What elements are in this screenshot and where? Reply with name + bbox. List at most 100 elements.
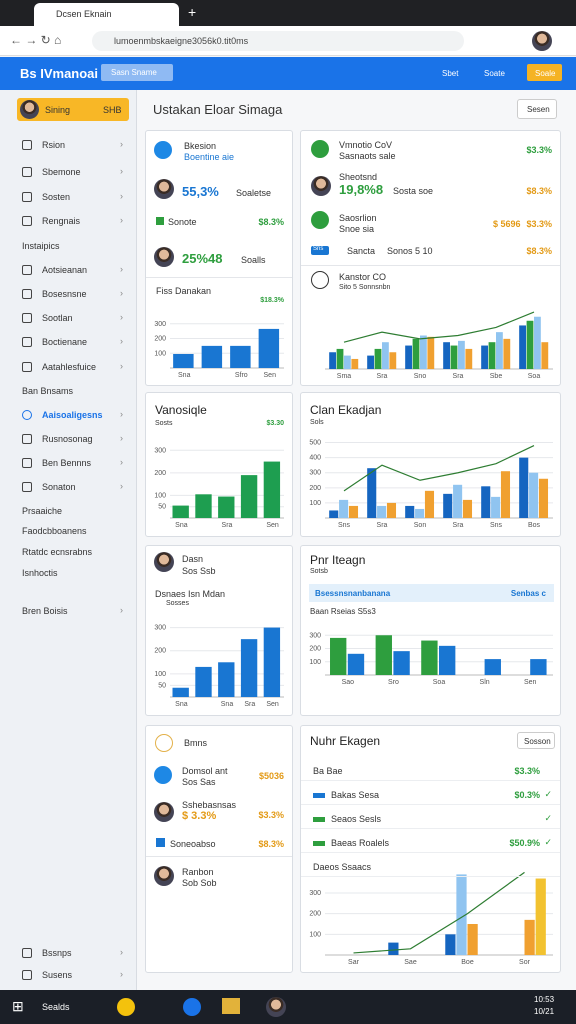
- nav-item[interactable]: Aotsieanan: [42, 265, 88, 275]
- row-value: $3.3%: [526, 219, 552, 229]
- y-tick-label: 300: [309, 470, 321, 477]
- user-pill[interactable]: Sining SHB: [17, 98, 129, 121]
- search-text: Sasn Sname: [111, 68, 157, 77]
- bar: [488, 342, 496, 369]
- nav-item[interactable]: Boctienane: [42, 337, 88, 347]
- start[interactable]: ⊞: [12, 998, 24, 1014]
- taskbar-search[interactable]: Sealds: [42, 1002, 70, 1012]
- bar: [405, 345, 412, 369]
- nav-item[interactable]: Rengnais: [42, 216, 81, 226]
- page-button[interactable]: Sesen: [517, 99, 557, 119]
- nav-item[interactable]: Ben Bennns: [42, 458, 92, 468]
- bar: [195, 494, 212, 518]
- nav-item[interactable]: Sosten: [42, 192, 71, 202]
- y-tick-label: 300: [309, 890, 321, 897]
- nav-item[interactable]: Rtatdc ecnsrabns: [22, 547, 93, 557]
- x-tick-label: Bos: [528, 522, 541, 529]
- nav-buttons[interactable]: ← → ↻ ⌂: [10, 33, 62, 47]
- bar: [420, 335, 427, 369]
- bar: [344, 355, 351, 369]
- nav-item[interactable]: Instaipics: [22, 241, 60, 251]
- chart-sub: Sosts: [155, 420, 173, 427]
- x-tick-label: Sae: [404, 959, 417, 966]
- nav-item[interactable]: Prsaaiche: [22, 506, 63, 516]
- header-button[interactable]: Soale: [527, 64, 562, 81]
- chart-sub: Sito 5 Sonnsnbn: [339, 284, 391, 291]
- header-action[interactable]: Soate: [484, 69, 505, 78]
- bar: [535, 878, 546, 955]
- nav-item[interactable]: Sonaton: [42, 482, 76, 492]
- bar: [443, 493, 453, 518]
- chart-title: Dsnaes Isn Mdan: [155, 589, 226, 599]
- bar: [519, 325, 526, 369]
- bar: [526, 320, 534, 369]
- header-action[interactable]: Sbet: [442, 69, 459, 78]
- y-tick-label: 100: [309, 931, 321, 938]
- chart-sub: Sols: [310, 419, 324, 426]
- chart: 100 200 300 Sar Sae Boe Sor: [309, 871, 553, 966]
- nav-item[interactable]: Sbemone: [42, 167, 81, 177]
- chart: 50 100 200 300 Sna Sra Sen: [154, 447, 284, 529]
- x-tick-label: Sro: [388, 679, 399, 686]
- nav-item[interactable]: Bren Boisis: [22, 606, 68, 616]
- card-sub: Boentine aie: [184, 152, 235, 162]
- row-title: Vmnotio CoV: [339, 140, 393, 150]
- app-icon[interactable]: [222, 998, 240, 1014]
- bar: [347, 653, 365, 675]
- chevron: ›: [120, 166, 123, 176]
- nav-item[interactable]: Aatahlesfuice: [42, 362, 97, 372]
- x-tick-label: Sra: [377, 373, 388, 380]
- bar: [374, 348, 382, 369]
- banner-value: Senbas c: [510, 589, 546, 598]
- nav-item[interactable]: Bosesnsne: [42, 289, 87, 299]
- row-value: $0.3%: [514, 790, 540, 800]
- card-title: Nuhr Ekagen: [310, 734, 381, 748]
- bar: [386, 502, 397, 518]
- profile[interactable]: [532, 31, 552, 51]
- row-sub: Sos Sas: [182, 777, 216, 787]
- row-sub: Sasnaots sale: [339, 151, 396, 161]
- nav-item[interactable]: Rsion: [42, 140, 66, 150]
- x-tick-label: Sao: [342, 679, 355, 686]
- y-tick-label: 300: [309, 632, 321, 639]
- y-tick-label: 200: [309, 911, 321, 918]
- nav-item[interactable]: Rusnosonag: [42, 434, 93, 444]
- row-value: $8.3%: [258, 839, 284, 849]
- x-tick-label: Sbe: [490, 373, 503, 380]
- chevron: ›: [120, 264, 123, 274]
- page-title: Ustakan Eloar Simaga: [153, 102, 283, 117]
- tab[interactable]: Dcsen Eknain: [34, 3, 179, 26]
- nav-item[interactable]: Aaisoaligesns: [42, 410, 103, 420]
- x-tick-label: Sno: [414, 373, 427, 380]
- app-icon[interactable]: [266, 997, 286, 1017]
- chevron: ›: [120, 215, 123, 225]
- address-bar[interactable]: lumoenmbskaeigne3056k0.tit0ms: [92, 31, 464, 51]
- x-tick-label: Sln: [480, 679, 490, 686]
- tab-title: Dcsen Eknain: [56, 9, 112, 19]
- nav-item[interactable]: Susens: [42, 970, 73, 980]
- nav-item[interactable]: Isnhoctis: [22, 568, 58, 578]
- nav-icon: [22, 140, 32, 150]
- bar: [172, 505, 189, 518]
- card-button[interactable]: Sosson: [517, 732, 555, 749]
- nav-item[interactable]: Bssnps: [42, 948, 72, 958]
- nav-item[interactable]: Faodcbboanens: [22, 526, 87, 536]
- new-tab[interactable]: +: [188, 4, 197, 20]
- metric: 55,3%: [182, 184, 219, 199]
- y-tick-label: 200: [309, 485, 321, 492]
- row-title: Dasn: [182, 554, 204, 564]
- bar: [453, 484, 463, 518]
- chevron: ›: [120, 336, 123, 346]
- search[interactable]: Sasn Sname: [101, 64, 173, 81]
- y-tick-label: 400: [309, 455, 321, 462]
- app-icon[interactable]: [183, 998, 201, 1016]
- check: ✓: [544, 837, 552, 847]
- chart-title: Fiss Danakan: [156, 286, 212, 296]
- app-icon[interactable]: [117, 998, 135, 1016]
- row-value: $8.3%: [526, 186, 552, 196]
- nav-item[interactable]: Ban Bnsams: [22, 386, 74, 396]
- row-value: $5036: [258, 771, 284, 781]
- nav-item[interactable]: Sootlan: [42, 313, 73, 323]
- date: 10/21: [534, 1007, 555, 1016]
- nav-icon: [22, 265, 32, 275]
